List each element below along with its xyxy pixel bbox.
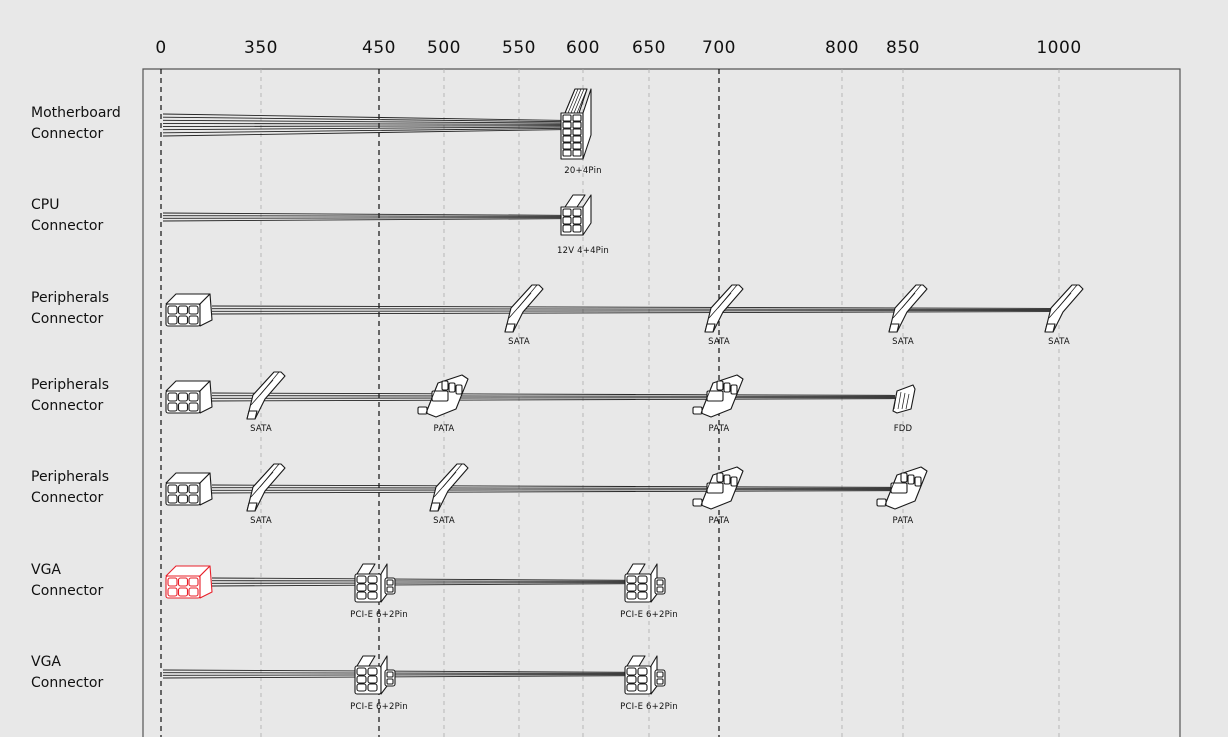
tick-label-800: 800	[825, 38, 859, 58]
tick-label-450: 450	[362, 38, 396, 58]
connector-label: SATA	[892, 337, 914, 347]
cable-wires	[211, 484, 896, 494]
connector-label: PATA	[433, 424, 455, 434]
tick-label-550: 550	[502, 38, 536, 58]
sata-connector-icon	[429, 463, 469, 512]
row-label-7: VGA Connector	[31, 652, 103, 694]
row-label-3: Peripherals Connector	[31, 288, 109, 330]
connector-label: 20+4Pin	[564, 166, 602, 176]
cable-row-7	[162, 655, 666, 695]
connector-label: PATA	[708, 516, 730, 526]
modular-plug-icon	[165, 293, 213, 327]
connector-label: 12V 4+4Pin	[557, 246, 609, 256]
cable-wires	[162, 669, 642, 679]
sata-connector-icon	[1044, 284, 1084, 333]
fdd-connector-icon	[892, 384, 916, 414]
row-label-line1: VGA	[31, 562, 62, 578]
cable-row-5	[165, 463, 928, 512]
cable-wires	[211, 577, 642, 587]
sata-connector-icon	[888, 284, 928, 333]
modular-plug-highlight-icon	[165, 565, 213, 599]
row-label-line2: Connector	[31, 398, 104, 414]
pata-connector-icon	[692, 374, 744, 418]
cable-row-2	[162, 194, 592, 236]
cpu-connector-icon	[560, 194, 592, 236]
tick-label-650: 650	[632, 38, 666, 58]
tick-label-600: 600	[566, 38, 600, 58]
connector-label: SATA	[250, 516, 272, 526]
pata-connector-icon	[692, 466, 744, 510]
chart-frame	[142, 68, 1181, 737]
pcie-connector-icon	[354, 655, 396, 695]
tick-label-850: 850	[886, 38, 920, 58]
row-label-line2: Connector	[31, 311, 104, 327]
connector-label: SATA	[1048, 337, 1070, 347]
connector-label: PCI-E 6+2Pin	[350, 610, 408, 620]
row-label-line2: Connector	[31, 490, 104, 506]
tick-label-0: 0	[155, 38, 167, 58]
pata-connector-icon	[417, 374, 469, 418]
row-label-5: Peripherals Connector	[31, 467, 109, 509]
tick-label-1000: 1000	[1036, 38, 1082, 58]
sata-connector-icon	[704, 284, 744, 333]
pcie-connector-icon	[354, 563, 396, 603]
row-label-line1: Peripherals	[31, 377, 110, 393]
connector-label: SATA	[508, 337, 530, 347]
row-label-line1: VGA	[31, 654, 62, 670]
sata-connector-icon	[246, 371, 286, 420]
cable-row-3	[165, 284, 1084, 333]
row-label-line1: Motherboard	[31, 105, 121, 121]
row-label-line2: Connector	[31, 583, 104, 599]
sata-connector-icon	[504, 284, 544, 333]
pata-connector-icon	[876, 466, 928, 510]
cable-row-4	[165, 371, 916, 420]
row-label-line2: Connector	[31, 675, 104, 691]
row-label-line2: Connector	[31, 126, 104, 142]
connector-label: PCI-E 6+2Pin	[620, 610, 678, 620]
cable-wires	[162, 113, 576, 137]
cable-row-1	[162, 88, 592, 160]
modular-plug-icon	[165, 472, 213, 506]
cable-row-6	[165, 563, 666, 603]
tick-label-500: 500	[427, 38, 461, 58]
modular-plug-icon	[165, 380, 213, 414]
connector-label: PATA	[892, 516, 914, 526]
connector-label: SATA	[250, 424, 272, 434]
tick-label-350: 350	[244, 38, 278, 58]
pcie-connector-icon	[624, 563, 666, 603]
motherboard-connector-icon	[560, 88, 592, 160]
connector-label: PATA	[708, 424, 730, 434]
row-label-line2: Connector	[31, 218, 104, 234]
cable-wires	[211, 305, 1052, 315]
row-label-1: Motherboard Connector	[31, 103, 121, 145]
row-label-line1: Peripherals	[31, 290, 110, 306]
pcie-connector-icon	[624, 655, 666, 695]
connector-label: PCI-E 6+2Pin	[620, 702, 678, 712]
connector-label: PCI-E 6+2Pin	[350, 702, 408, 712]
row-label-line1: Peripherals	[31, 469, 110, 485]
tick-label-700: 700	[702, 38, 736, 58]
sata-connector-icon	[246, 463, 286, 512]
row-label-6: VGA Connector	[31, 560, 103, 602]
connector-label: SATA	[708, 337, 730, 347]
row-label-4: Peripherals Connector	[31, 375, 109, 417]
row-label-line1: CPU	[31, 197, 60, 213]
cable-wires	[211, 392, 896, 402]
cable-wires	[162, 212, 576, 222]
connector-label: FDD	[893, 424, 913, 434]
row-label-2: CPU Connector	[31, 195, 103, 237]
connector-label: SATA	[433, 516, 455, 526]
